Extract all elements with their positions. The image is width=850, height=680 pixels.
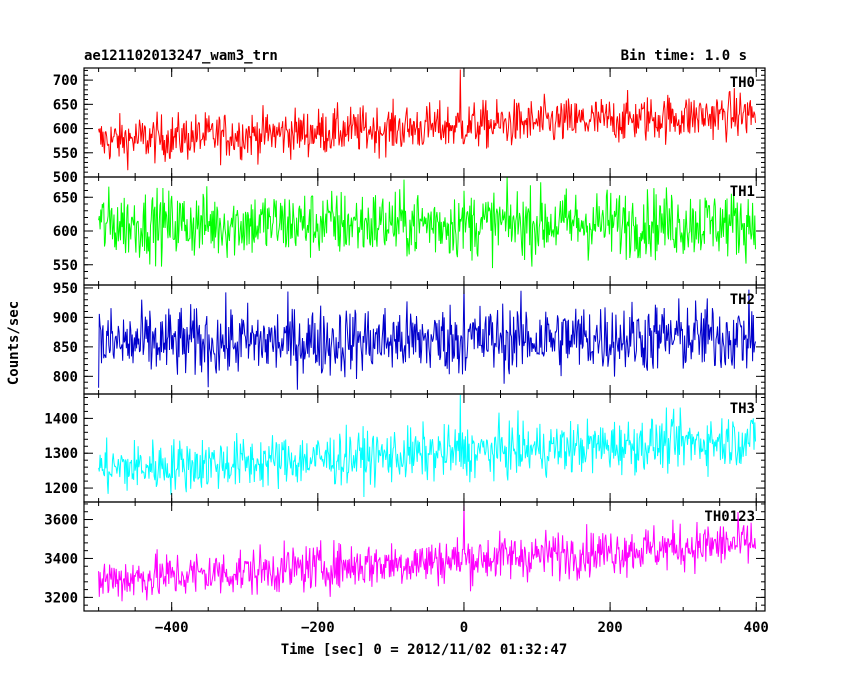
y-axis-label: Counts/sec bbox=[6, 301, 22, 385]
x-tick-label: 0 bbox=[460, 620, 468, 636]
y-tick-label: 550 bbox=[53, 146, 78, 162]
y-tick-label: 800 bbox=[53, 369, 78, 385]
y-tick-label: 700 bbox=[53, 73, 78, 89]
y-tick-label: 1200 bbox=[44, 481, 78, 497]
panel-th0123: 3200 3400 3600 TH0123 bbox=[44, 501, 766, 612]
x-axis-label: Time [sec] 0 = 2012/11/02 01:32:47 bbox=[281, 642, 568, 658]
panel-th0: 500 550 600 650 700 TH0 bbox=[53, 67, 766, 186]
series-line-th3 bbox=[98, 394, 756, 498]
panel-th2: 800 850 900 950 TH2 bbox=[53, 281, 766, 395]
panel-label: TH0123 bbox=[704, 509, 755, 525]
y-tick-label: 600 bbox=[53, 122, 78, 138]
panel-th3: 1200 1300 1400 TH3 bbox=[44, 393, 766, 503]
panel-label: TH2 bbox=[730, 292, 755, 308]
y-tick-label: 950 bbox=[53, 281, 78, 297]
x-tick-label: 400 bbox=[744, 620, 769, 636]
y-tick-label: 850 bbox=[53, 340, 78, 356]
x-tick-label: −400 bbox=[155, 620, 189, 636]
series-line-th1 bbox=[98, 176, 756, 269]
chart-title: ae121102013247_wam3_trn bbox=[84, 48, 278, 64]
series-line-th0 bbox=[98, 69, 756, 171]
y-tick-label: 550 bbox=[53, 258, 78, 274]
bin-time-label: Bin time: 1.0 s bbox=[621, 48, 747, 64]
y-tick-label: 3200 bbox=[44, 590, 78, 606]
x-tick-label: 200 bbox=[597, 620, 622, 636]
y-tick-label: 500 bbox=[53, 170, 78, 186]
y-tick-label: 3400 bbox=[44, 551, 78, 567]
y-tick-label: 900 bbox=[53, 310, 78, 326]
panel-frame bbox=[83, 501, 766, 612]
y-tick-label: 1300 bbox=[44, 446, 78, 462]
x-axis: −400 −200 0 200 400 bbox=[155, 620, 769, 636]
panel-label: TH3 bbox=[730, 401, 755, 417]
panel-label: TH0 bbox=[730, 75, 755, 91]
y-tick-label: 600 bbox=[53, 224, 78, 240]
y-tick-label: 650 bbox=[53, 97, 78, 113]
panels-group: 500 550 600 650 700 TH0 550 600 650 TH1 800 850 900 9… bbox=[44, 67, 766, 612]
series-line-th0123 bbox=[98, 501, 756, 602]
y-tick-label: 3600 bbox=[44, 513, 78, 529]
x-tick-label: −200 bbox=[301, 620, 335, 636]
panel-label: TH1 bbox=[730, 184, 755, 200]
y-tick-label: 1400 bbox=[44, 411, 78, 427]
series-line-th2 bbox=[98, 284, 756, 390]
panel-th1: 550 600 650 TH1 bbox=[53, 176, 766, 286]
y-tick-label: 650 bbox=[53, 190, 78, 206]
